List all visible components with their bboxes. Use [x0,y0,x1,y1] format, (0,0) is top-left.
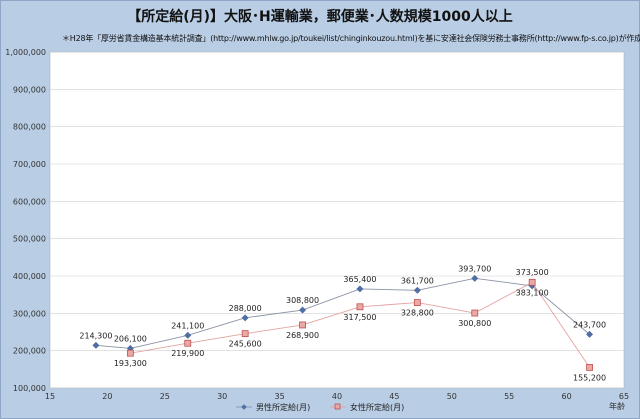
x-tick-label: 60 [562,392,572,401]
data-label: 288,000 [229,304,262,313]
data-point [299,306,307,314]
series-male [92,274,594,352]
data-label: 268,900 [286,331,319,340]
data-point [471,274,479,282]
legend-marker [241,404,247,410]
legend-label: 男性所定給(月) [256,402,310,412]
data-label: 328,800 [401,309,434,318]
data-label: 155,200 [573,373,606,382]
series-line [95,277,590,349]
series-female [126,278,593,371]
x-tick-label: 20 [102,392,112,401]
data-label: 219,900 [171,349,204,358]
x-axis-label: 年齢 [609,401,625,411]
data-point [356,285,364,293]
data-label: 317,500 [343,313,376,322]
data-label: 300,800 [458,319,491,328]
legend-item-male: 男性所定給(月) [236,402,310,412]
chart-subtitle: ＊H28年「厚労省賃金構造基本統計調査」(http://www.mhlw.go.… [62,34,640,43]
x-tick-label: 25 [160,392,170,401]
x-tick-label: 65 [619,392,629,401]
data-point [586,330,594,338]
legend-label: 女性所定給(月) [350,402,404,412]
data-point [241,314,249,322]
x-tick-label: 40 [332,392,342,401]
data-label: 193,300 [114,359,147,368]
data-point [356,303,364,311]
legend-item-female: 女性所定給(月) [330,402,404,412]
data-point [299,321,306,329]
data-label: 393,700 [458,264,491,273]
data-point [471,309,479,317]
data-label: 361,700 [401,276,434,285]
x-tick-label: 50 [447,392,457,401]
y-tick-label: 300,000 [13,309,46,318]
y-tick-label: 400,000 [13,272,46,281]
x-tick-label: 55 [504,392,514,401]
data-point [92,341,100,349]
x-tick-label: 35 [275,392,285,401]
y-tick-label: 500,000 [13,235,46,244]
y-tick-label: 600,000 [13,197,46,206]
data-label: 241,100 [171,321,204,330]
data-label: 243,700 [573,320,606,329]
data-label: 308,800 [286,296,319,305]
data-point [586,363,593,371]
data-point [528,278,536,286]
y-tick-label: 200,000 [13,347,46,356]
x-tick-label: 15 [45,392,55,401]
data-point [126,349,134,357]
data-point [184,331,192,339]
data-label: 365,400 [343,275,376,284]
data-label: 373,500 [516,268,549,277]
y-tick-label: 100,000 [13,384,46,393]
series-layer [92,274,594,371]
legend-marker [334,403,341,410]
data-label: 245,600 [229,340,262,349]
data-point [184,339,192,347]
plot-area [49,51,625,389]
data-label: 214,300 [79,331,112,340]
x-axis-ticks: 15 20 25 30 35 40 45 50 55 60 65 [45,392,629,401]
y-tick-label: 800,000 [13,123,46,132]
y-tick-label: 1,000,000 [5,48,46,57]
x-tick-label: 45 [389,392,399,401]
y-axis-ticks: 100,000 200,000 300,000 400,000 500,000 600,0… [5,48,46,393]
data-labels: 214,300 206,100 241,100 288,000 308,800 365,4… [79,264,606,382]
legend: 男性所定給(月) 女性所定給(月) [236,402,404,412]
y-tick-label: 700,000 [13,160,46,169]
data-point [241,330,249,338]
data-point [413,286,421,294]
chart-title: 【所定給(月)】大阪･H運輸業，郵便業･人数規模1000人以上 [127,9,513,25]
data-point [413,299,421,306]
gridlines [50,51,624,389]
data-label: 206,100 [114,334,147,343]
data-label: 383,100 [516,288,549,297]
x-tick-label: 30 [217,392,227,401]
y-tick-label: 900,000 [13,85,46,94]
